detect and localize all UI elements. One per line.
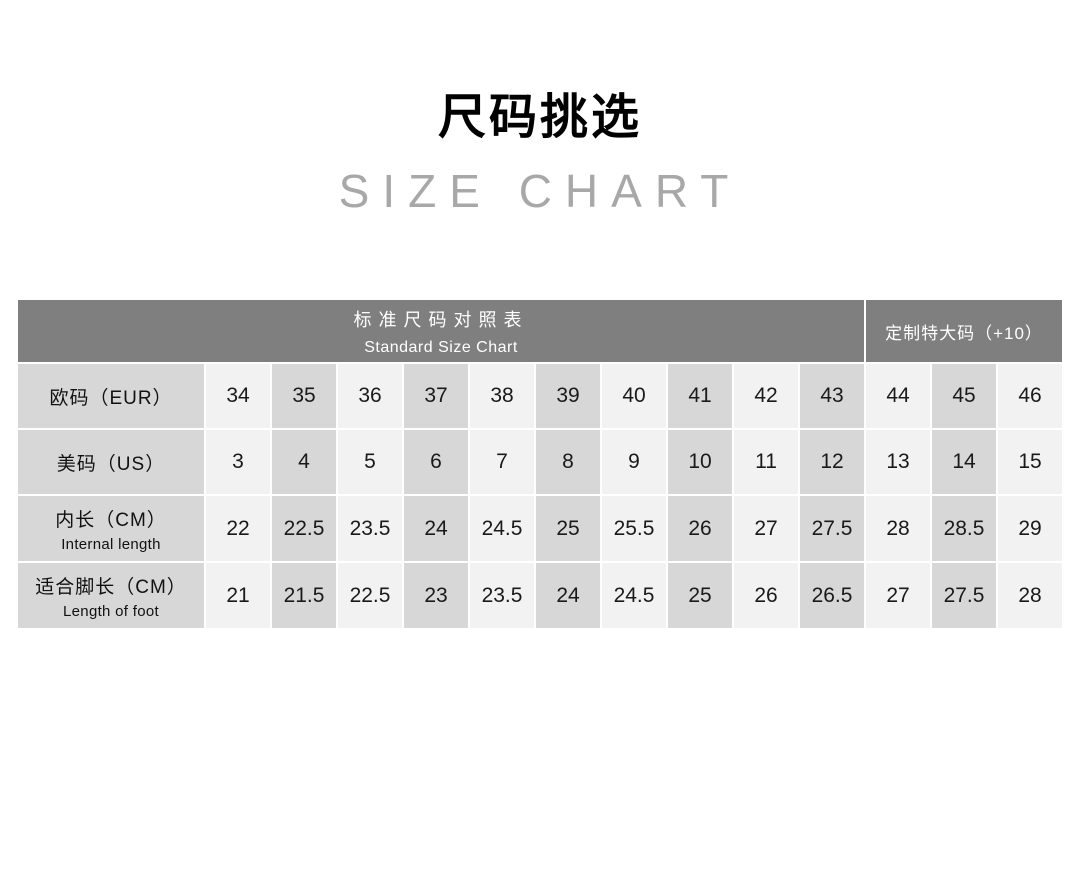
size-cell: 29 — [998, 496, 1062, 561]
size-cell: 8 — [536, 430, 600, 494]
row-label-internal-length-cn: 内长（CM） — [55, 509, 167, 531]
size-table: 标准尺码对照表 Standard Size Chart 定制特大码（+10） 欧… — [18, 300, 1062, 628]
size-cell: 6 — [404, 430, 468, 494]
row-label-foot-length-cn: 适合脚长（CM） — [35, 576, 187, 598]
custom-size-header: 定制特大码（+10） — [866, 300, 1062, 362]
size-cell: 24 — [404, 496, 468, 561]
row-label-internal-length-en: Internal length — [61, 535, 161, 553]
size-cell: 26 — [734, 563, 798, 628]
size-cell: 45 — [932, 364, 996, 428]
size-cell: 23.5 — [470, 563, 534, 628]
size-cell: 27.5 — [932, 563, 996, 628]
size-cell: 38 — [470, 364, 534, 428]
size-cell: 22 — [206, 496, 270, 561]
size-cell: 13 — [866, 430, 930, 494]
row-label-us: 美码（US） — [18, 430, 204, 494]
size-cell: 42 — [734, 364, 798, 428]
size-cell: 5 — [338, 430, 402, 494]
page-title-en: SIZE CHART — [338, 165, 742, 217]
size-cell: 15 — [998, 430, 1062, 494]
size-cell: 28.5 — [932, 496, 996, 561]
row-label-foot-length: 适合脚长（CM） Length of foot — [18, 563, 204, 628]
size-cell: 23 — [404, 563, 468, 628]
size-cell: 35 — [272, 364, 336, 428]
size-cell: 34 — [206, 364, 270, 428]
size-cell: 24.5 — [602, 563, 666, 628]
size-cell: 10 — [668, 430, 732, 494]
page-title-cn: 尺码挑选 — [437, 91, 642, 144]
size-cell: 22.5 — [338, 563, 402, 628]
size-cell: 25.5 — [602, 496, 666, 561]
row-label-eur-text: 欧码（EUR） — [49, 387, 173, 409]
size-cell: 40 — [602, 364, 666, 428]
size-cell: 24 — [536, 563, 600, 628]
standard-header-cn: 标准尺码对照表 — [353, 309, 529, 330]
standard-header-en: Standard Size Chart — [364, 338, 518, 356]
row-label-internal-length: 内长（CM） Internal length — [18, 496, 204, 561]
size-cell: 3 — [206, 430, 270, 494]
size-cell: 24.5 — [470, 496, 534, 561]
row-label-foot-length-en: Length of foot — [63, 602, 159, 620]
row-label-us-text: 美码（US） — [56, 453, 166, 475]
size-cell: 26 — [668, 496, 732, 561]
size-cell: 39 — [536, 364, 600, 428]
size-cell: 27 — [734, 496, 798, 561]
size-cell: 26.5 — [800, 563, 864, 628]
size-cell: 22.5 — [272, 496, 336, 561]
size-cell: 21.5 — [272, 563, 336, 628]
size-cell: 11 — [734, 430, 798, 494]
size-cell: 9 — [602, 430, 666, 494]
size-cell: 27 — [866, 563, 930, 628]
size-cell: 4 — [272, 430, 336, 494]
size-cell: 23.5 — [338, 496, 402, 561]
size-cell: 28 — [998, 563, 1062, 628]
size-cell: 41 — [668, 364, 732, 428]
size-cell: 21 — [206, 563, 270, 628]
size-chart-page: 尺码挑选 SIZE CHART 标准尺码对照表 Standard Size Ch… — [0, 92, 1080, 892]
size-cell: 12 — [800, 430, 864, 494]
size-cell: 44 — [866, 364, 930, 428]
size-cell: 28 — [866, 496, 930, 561]
size-cell: 25 — [668, 563, 732, 628]
size-cell: 46 — [998, 364, 1062, 428]
size-cell: 7 — [470, 430, 534, 494]
size-cell: 36 — [338, 364, 402, 428]
size-cell: 27.5 — [800, 496, 864, 561]
size-cell: 25 — [536, 496, 600, 561]
size-cell: 37 — [404, 364, 468, 428]
size-cell: 43 — [800, 364, 864, 428]
row-label-eur: 欧码（EUR） — [18, 364, 204, 428]
standard-size-header: 标准尺码对照表 Standard Size Chart — [18, 300, 864, 362]
size-cell: 14 — [932, 430, 996, 494]
